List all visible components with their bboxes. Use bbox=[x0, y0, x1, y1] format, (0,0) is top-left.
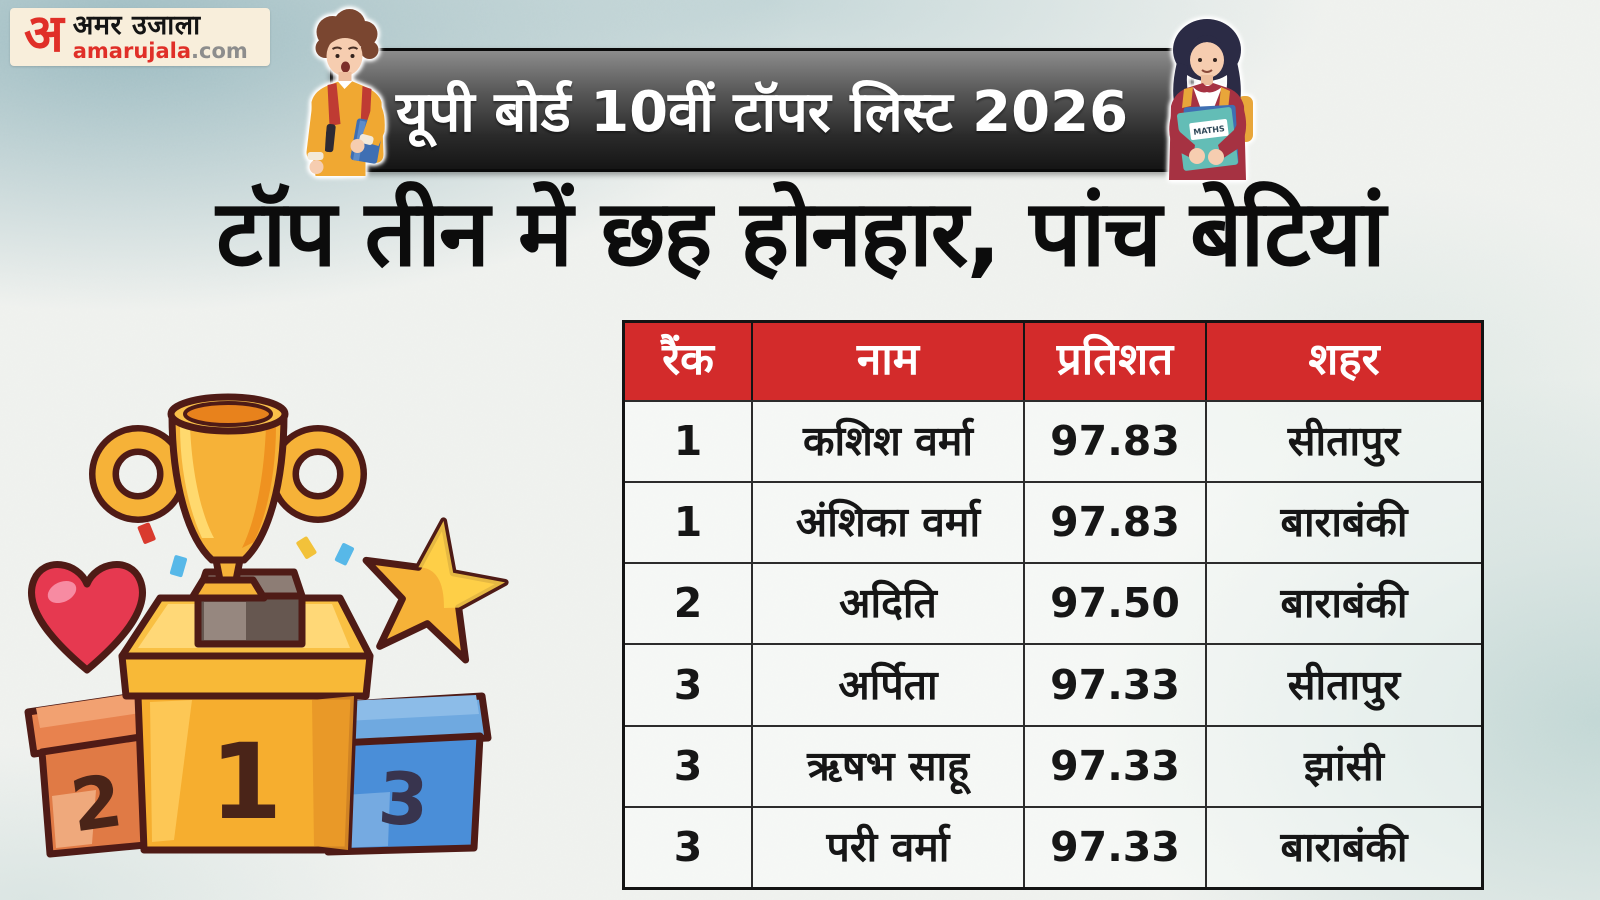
table-row: 3 ऋषभ साहू 97.33 झांसी bbox=[625, 724, 1481, 806]
cell-rank: 1 bbox=[625, 402, 753, 482]
banner-title: यूपी बोर्ड 10वीं टॉपर लिस्ट 2026 bbox=[395, 80, 1129, 145]
cell-percent: 97.50 bbox=[1025, 564, 1207, 644]
table-row: 3 परी वर्मा 97.33 बाराबंकी bbox=[625, 805, 1481, 887]
star-icon bbox=[362, 517, 509, 664]
cell-city: बाराबंकी bbox=[1280, 579, 1408, 628]
table-row: 1 कशिश वर्मा 97.83 सीतापुर bbox=[625, 400, 1481, 482]
header-name: नाम bbox=[753, 323, 1025, 400]
cell-name: अदिति bbox=[753, 564, 1025, 644]
cell-percent: 97.33 bbox=[1025, 726, 1207, 806]
girl-student-illustration: MATHS bbox=[1169, 19, 1253, 180]
cell-rank: 3 bbox=[625, 726, 753, 806]
cell-percent: 97.33 bbox=[1025, 645, 1207, 725]
maths-book-label: MATHS bbox=[1193, 124, 1226, 137]
podium-second-box bbox=[24, 688, 172, 858]
title-banner: यूपी बोर्ड 10वीं टॉपर लिस्ट 2026 bbox=[330, 48, 1194, 172]
amar-ujala-logo: अ अमर उजाला amarujala.com bbox=[10, 8, 270, 66]
cell-name: ऋषभ साहू bbox=[753, 726, 1025, 806]
trophy-icon bbox=[89, 393, 367, 602]
podium-number-1: 1 bbox=[210, 721, 282, 843]
logo-text: अमर उजाला amarujala.com bbox=[73, 12, 248, 62]
logo-mark: अ bbox=[24, 4, 64, 64]
cell-percent: 97.33 bbox=[1025, 807, 1207, 887]
table-row: 2 अदिति 97.50 बाराबंकी bbox=[625, 562, 1481, 644]
table-header-row: रैंक नाम प्रतिशत शहर bbox=[625, 323, 1481, 400]
cell-city: झांसी bbox=[1304, 741, 1384, 790]
cell-rank: 2 bbox=[625, 564, 753, 644]
cell-name: अर्पिता bbox=[753, 645, 1025, 725]
cell-rank: 3 bbox=[625, 645, 753, 725]
boy-figure bbox=[306, 9, 385, 176]
podium-number-3: 3 bbox=[376, 756, 430, 843]
cell-name: अंशिका वर्मा bbox=[753, 483, 1025, 563]
cell-city: बाराबंकी bbox=[1280, 822, 1408, 871]
toppers-table: रैंक नाम प्रतिशत शहर 1 कशिश वर्मा 97.83 … bbox=[622, 320, 1484, 890]
cell-percent: 97.83 bbox=[1025, 483, 1207, 563]
cell-city: सीतापुर bbox=[1287, 660, 1401, 709]
cell-rank: 1 bbox=[625, 483, 753, 563]
boy-student-illustration bbox=[306, 9, 385, 176]
cell-city: बाराबंकी bbox=[1280, 498, 1408, 547]
logo-website: amarujala.com bbox=[73, 41, 248, 62]
cell-rank: 3 bbox=[625, 807, 753, 887]
header-city: शहर bbox=[1207, 323, 1481, 400]
cell-name: परी वर्मा bbox=[753, 807, 1025, 887]
header-rank: रैंक bbox=[625, 323, 753, 400]
trophy-podium-illustration: 1 2 3 bbox=[24, 393, 509, 858]
table-row: 3 अर्पिता 97.33 सीतापुर bbox=[625, 643, 1481, 725]
podium-number-2: 2 bbox=[66, 758, 127, 848]
table-row: 1 अंशिका वर्मा 97.83 बाराबंकी bbox=[625, 481, 1481, 563]
headline: टॉप तीन में छह होनहार, पांच बेटियां bbox=[216, 180, 1386, 287]
header-percent: प्रतिशत bbox=[1025, 323, 1207, 400]
cell-city: सीतापुर bbox=[1287, 417, 1401, 466]
girl-figure: MATHS bbox=[1169, 19, 1253, 180]
cell-name: कशिश वर्मा bbox=[753, 402, 1025, 482]
heart-icon bbox=[27, 561, 147, 674]
cell-percent: 97.83 bbox=[1025, 402, 1207, 482]
logo-domain: amarujala bbox=[72, 39, 192, 63]
logo-hindi-name: अमर उजाला bbox=[72, 10, 201, 41]
logo-tld: .com bbox=[191, 39, 248, 63]
